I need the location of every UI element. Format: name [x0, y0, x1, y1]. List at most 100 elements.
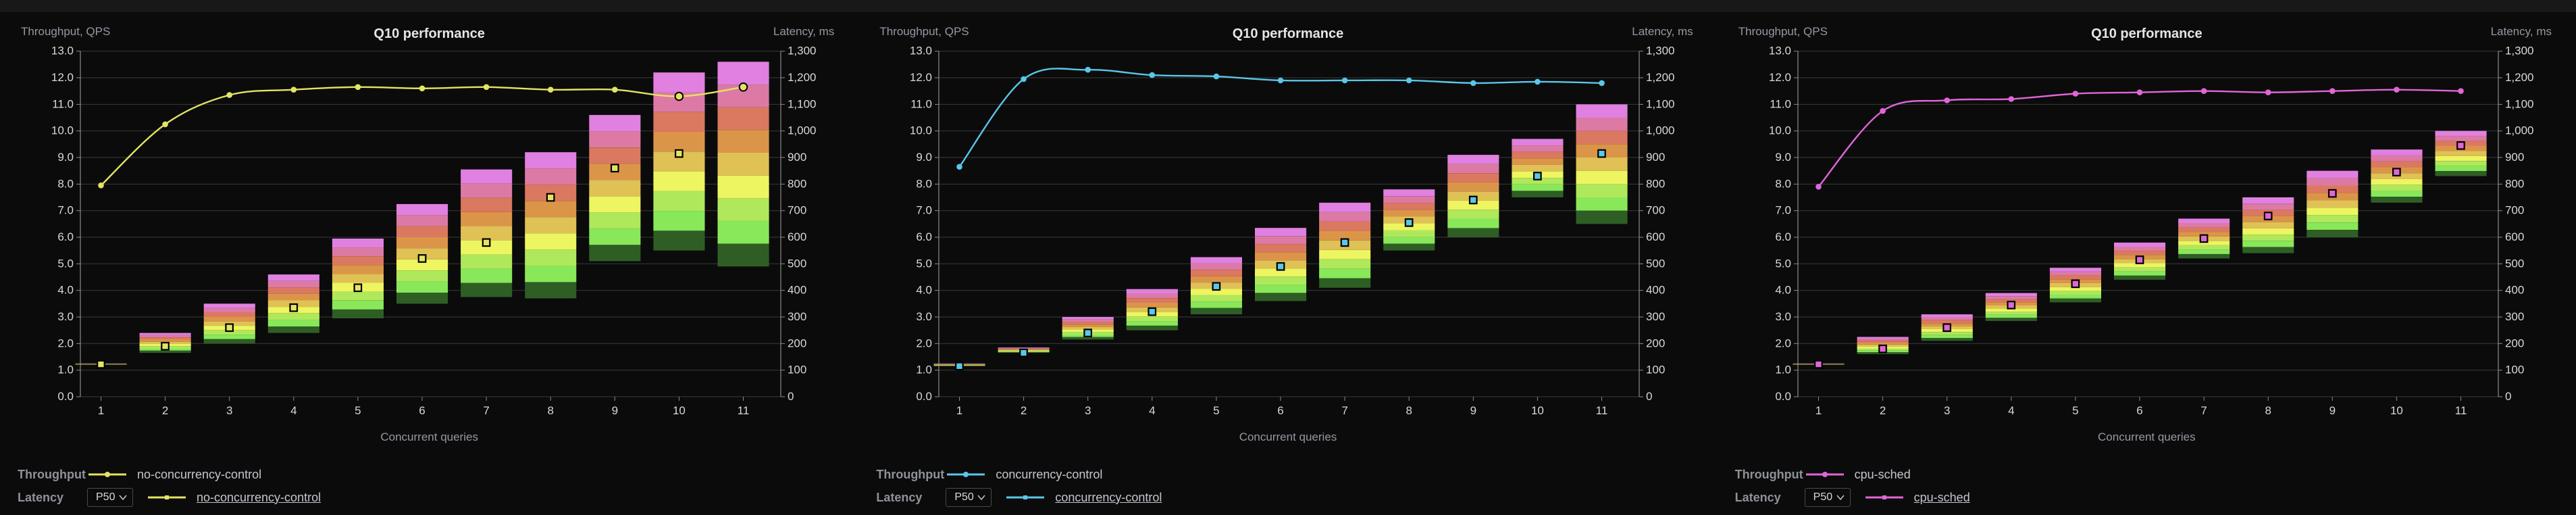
svg-text:600: 600: [2505, 230, 2524, 243]
svg-text:11.0: 11.0: [911, 97, 933, 110]
svg-text:11.0: 11.0: [1770, 97, 1791, 110]
svg-text:1.0: 1.0: [57, 364, 74, 376]
svg-text:10: 10: [1531, 404, 1544, 417]
svg-text:11: 11: [1596, 404, 1608, 417]
svg-text:500: 500: [788, 257, 806, 270]
svg-text:9.0: 9.0: [1775, 151, 1791, 164]
svg-text:1,200: 1,200: [788, 71, 817, 84]
svg-text:5: 5: [1214, 404, 1220, 417]
svg-text:4: 4: [1149, 404, 1155, 417]
svg-text:0: 0: [788, 390, 794, 403]
svg-text:600: 600: [788, 230, 806, 243]
svg-text:12.0: 12.0: [910, 71, 932, 84]
svg-text:8.0: 8.0: [1775, 177, 1791, 190]
svg-text:1: 1: [1815, 404, 1821, 417]
svg-text:3: 3: [1085, 404, 1091, 417]
svg-text:100: 100: [1646, 364, 1665, 376]
svg-text:11: 11: [2454, 404, 2467, 417]
svg-text:2: 2: [162, 404, 168, 417]
svg-text:400: 400: [2505, 284, 2524, 297]
svg-text:12.0: 12.0: [1769, 71, 1791, 84]
svg-text:3: 3: [226, 404, 232, 417]
svg-text:1,000: 1,000: [788, 124, 817, 137]
svg-text:10.0: 10.0: [1769, 124, 1791, 137]
svg-text:8: 8: [2265, 404, 2271, 417]
svg-text:400: 400: [1646, 284, 1665, 297]
svg-text:300: 300: [2505, 310, 2524, 323]
svg-text:2.0: 2.0: [917, 337, 933, 349]
svg-text:6: 6: [419, 404, 425, 417]
svg-text:200: 200: [788, 337, 806, 349]
svg-text:3.0: 3.0: [917, 310, 933, 323]
svg-text:9.0: 9.0: [917, 151, 933, 164]
svg-text:2.0: 2.0: [57, 337, 74, 349]
svg-text:3: 3: [1944, 404, 1950, 417]
svg-text:1,200: 1,200: [2505, 71, 2534, 84]
svg-text:900: 900: [788, 151, 806, 164]
svg-text:4.0: 4.0: [1775, 284, 1791, 297]
svg-text:1,100: 1,100: [1646, 97, 1675, 110]
svg-text:0.0: 0.0: [1775, 390, 1791, 403]
svg-text:3.0: 3.0: [1775, 310, 1791, 323]
svg-text:7.0: 7.0: [57, 204, 74, 217]
svg-text:1,200: 1,200: [1646, 71, 1675, 84]
svg-text:10.0: 10.0: [910, 124, 932, 137]
svg-text:0.0: 0.0: [917, 390, 933, 403]
svg-text:4.0: 4.0: [917, 284, 933, 297]
svg-text:10: 10: [2390, 404, 2403, 417]
svg-text:700: 700: [1646, 204, 1665, 217]
svg-text:0.0: 0.0: [57, 390, 74, 403]
svg-text:6.0: 6.0: [917, 230, 933, 243]
svg-text:700: 700: [788, 204, 806, 217]
svg-text:900: 900: [1646, 151, 1665, 164]
svg-text:300: 300: [788, 310, 806, 323]
svg-text:7: 7: [483, 404, 489, 417]
svg-text:1,000: 1,000: [2505, 124, 2534, 137]
svg-text:3.0: 3.0: [57, 310, 74, 323]
svg-text:200: 200: [2505, 337, 2524, 349]
svg-text:7: 7: [1342, 404, 1348, 417]
svg-text:9: 9: [1470, 404, 1476, 417]
svg-text:8: 8: [547, 404, 553, 417]
svg-text:1,300: 1,300: [2505, 45, 2534, 57]
svg-text:6: 6: [2136, 404, 2142, 417]
svg-text:800: 800: [788, 177, 806, 190]
svg-text:1.0: 1.0: [917, 364, 933, 376]
svg-text:1.0: 1.0: [1775, 364, 1791, 376]
svg-text:8.0: 8.0: [57, 177, 74, 190]
svg-text:7.0: 7.0: [1775, 204, 1791, 217]
svg-text:9: 9: [612, 404, 618, 417]
svg-text:700: 700: [2505, 204, 2524, 217]
svg-text:13.0: 13.0: [1769, 45, 1791, 57]
svg-text:7: 7: [2200, 404, 2207, 417]
svg-text:1,100: 1,100: [788, 97, 817, 110]
svg-text:2: 2: [1021, 404, 1027, 417]
svg-text:900: 900: [2505, 151, 2524, 164]
svg-text:8: 8: [1406, 404, 1412, 417]
svg-text:4: 4: [2008, 404, 2014, 417]
svg-text:5.0: 5.0: [57, 257, 74, 270]
svg-text:11: 11: [738, 404, 750, 417]
svg-text:1,300: 1,300: [1646, 45, 1675, 57]
svg-text:400: 400: [788, 284, 806, 297]
svg-text:13.0: 13.0: [51, 45, 74, 57]
svg-text:0: 0: [1646, 390, 1652, 403]
svg-text:500: 500: [1646, 257, 1665, 270]
svg-text:600: 600: [1646, 230, 1665, 243]
svg-text:13.0: 13.0: [910, 45, 932, 57]
svg-text:6.0: 6.0: [57, 230, 74, 243]
svg-text:300: 300: [1646, 310, 1665, 323]
svg-text:2.0: 2.0: [1775, 337, 1791, 349]
svg-text:5.0: 5.0: [1775, 257, 1791, 270]
svg-text:800: 800: [2505, 177, 2524, 190]
svg-text:12.0: 12.0: [51, 71, 74, 84]
svg-text:1,000: 1,000: [1646, 124, 1675, 137]
svg-text:5: 5: [355, 404, 361, 417]
svg-text:10.0: 10.0: [51, 124, 74, 137]
svg-text:8.0: 8.0: [917, 177, 933, 190]
svg-text:100: 100: [2505, 364, 2524, 376]
svg-text:4: 4: [290, 404, 297, 417]
svg-text:7.0: 7.0: [917, 204, 933, 217]
svg-text:1,100: 1,100: [2505, 97, 2534, 110]
svg-text:1,300: 1,300: [788, 45, 817, 57]
